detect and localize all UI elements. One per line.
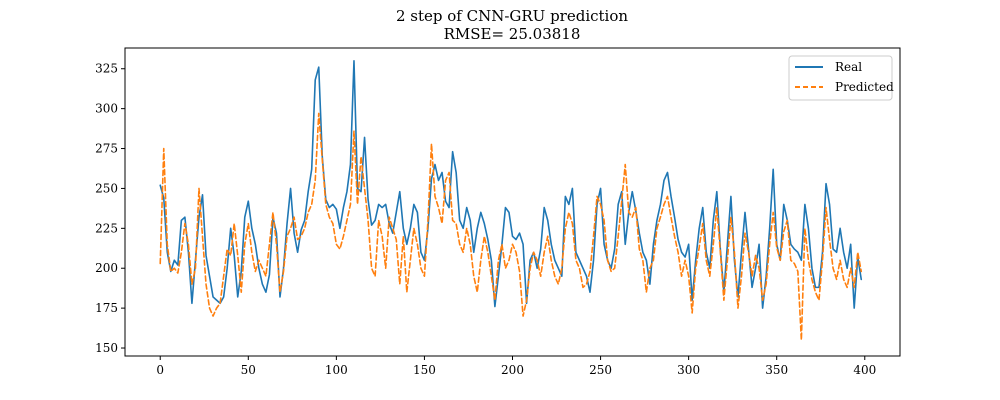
y-tick-label: 300 <box>95 102 118 116</box>
x-tick-label: 100 <box>325 363 348 377</box>
x-tick-label: 200 <box>501 363 524 377</box>
series-line-predicted <box>159 112 863 341</box>
x-tick-label: 0 <box>156 363 164 377</box>
x-axis: 0 50 100 150 200 250 300 350 400 <box>156 356 876 377</box>
legend-label-predicted: Predicted <box>835 80 894 94</box>
x-tick-label: 300 <box>677 363 700 377</box>
legend-label-real: Real <box>835 60 862 74</box>
x-tick-label: 150 <box>413 363 436 377</box>
axes: 0 50 100 150 200 250 300 350 400 150 175 200 225 250… <box>95 47 901 377</box>
chart-title: 2 step of CNN-GRU prediction <box>396 7 628 25</box>
y-tick-label: 175 <box>95 301 118 315</box>
x-tick-label: 250 <box>589 363 612 377</box>
chart-subtitle: RMSE= 25.03818 <box>444 25 581 43</box>
y-tick-label: 150 <box>95 341 118 355</box>
legend: Real Predicted <box>788 55 894 101</box>
y-tick-label: 325 <box>95 62 118 76</box>
y-tick-label: 200 <box>95 261 118 275</box>
x-tick-label: 400 <box>853 363 876 377</box>
y-tick-label: 275 <box>95 142 118 156</box>
series-layer <box>159 59 863 341</box>
x-tick-label: 50 <box>241 363 256 377</box>
y-axis: 150 175 200 225 250 275 300 325 <box>95 62 125 355</box>
y-tick-label: 225 <box>95 221 118 235</box>
x-tick-label: 350 <box>765 363 788 377</box>
y-tick-label: 250 <box>95 181 118 195</box>
plot-area-frame <box>124 47 901 357</box>
series-line-real <box>159 59 863 309</box>
